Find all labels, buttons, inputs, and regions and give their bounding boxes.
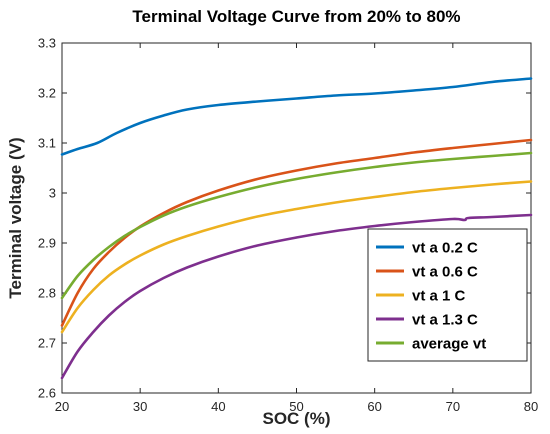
x-tick-label: 70 (446, 399, 460, 414)
series-line-2 (60, 138, 533, 327)
series-line-3 (60, 180, 533, 334)
legend-entry-label: average vt (412, 336, 486, 353)
series-lines (60, 77, 533, 380)
x-axis-label: SOC (%) (263, 409, 331, 428)
series-line-4 (60, 213, 533, 380)
x-tick-label: 60 (367, 399, 381, 414)
y-tick-label: 3.2 (38, 86, 56, 101)
chart-title: Terminal Voltage Curve from 20% to 80% (132, 7, 460, 26)
legend: vt a 0.2 C vt a 0.6 C vt a 1 C vt a 1.3 C av… (367, 228, 528, 362)
series-line-1 (60, 77, 533, 156)
x-tick-label: 80 (524, 399, 538, 414)
legend-entry-label: vt a 0.2 C (412, 240, 478, 257)
legend-entry-label: vt a 0.6 C (412, 264, 478, 281)
legend-entry-label: vt a 1.3 C (412, 312, 478, 329)
y-tick-label: 3.3 (38, 36, 56, 51)
y-axis-label: Terminal voltage (V) (6, 137, 25, 298)
axis-ticks: 20 30 40 50 60 70 80 2.6 2.7 2.8 2.9 3 3.1 3.2 3.3 (38, 36, 538, 415)
y-tick-label: 2.8 (38, 286, 56, 301)
x-tick-label: 50 (289, 399, 303, 414)
x-tick-label: 30 (133, 399, 147, 414)
y-tick-label: 3 (49, 186, 56, 201)
series-line-5 (60, 151, 533, 300)
x-tick-label: 20 (55, 399, 69, 414)
x-tick-label: 40 (211, 399, 225, 414)
y-tick-label: 3.1 (38, 136, 56, 151)
y-tick-label: 2.7 (38, 336, 56, 351)
y-tick-label: 2.6 (38, 386, 56, 401)
y-tick-label: 2.9 (38, 236, 56, 251)
legend-entry-label: vt a 1 C (412, 288, 466, 305)
